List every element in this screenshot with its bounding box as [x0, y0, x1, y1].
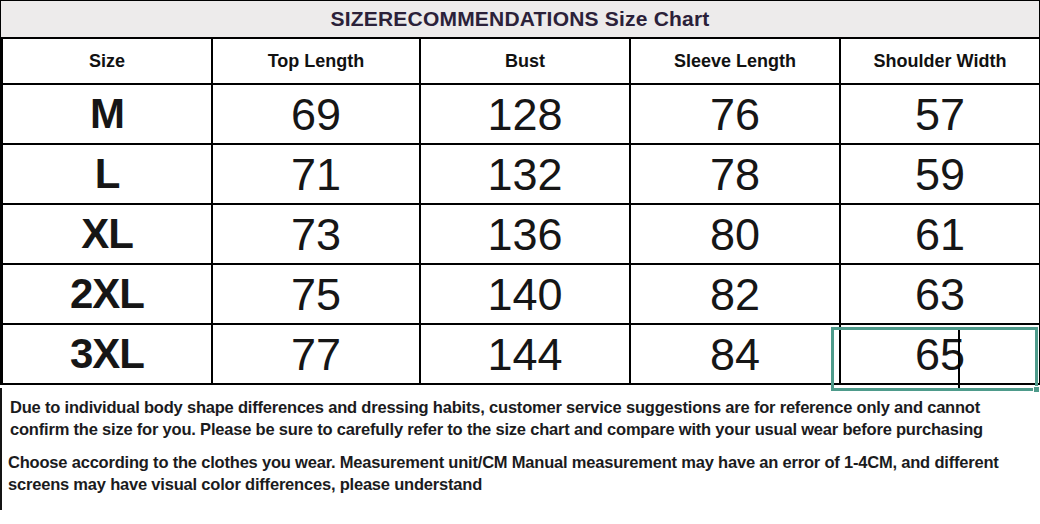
bust-cell: 136 [420, 204, 630, 264]
table-row-m: M 69 128 76 57 [2, 84, 1040, 144]
sleeve-length-cell: 76 [630, 84, 840, 144]
disclaimer-notes: Due to individual body shape differences… [0, 385, 1040, 495]
sleeve-length-cell: 80 [630, 204, 840, 264]
size-cell: 2XL [2, 264, 212, 324]
size-chart-page: SIZERECOMMENDATIONS Size Chart Size Top … [0, 0, 1040, 524]
shoulder-width-cell: 61 [840, 204, 1040, 264]
size-cell: 3XL [2, 324, 212, 384]
bust-cell: 144 [420, 324, 630, 384]
cell-border-artifact-line [958, 330, 960, 388]
chart-title-bar: SIZERECOMMENDATIONS Size Chart [1, 1, 1039, 37]
left-border-artifact-line [0, 388, 2, 510]
header-row: Size Top Length Bust Sleeve Length Shoul… [2, 38, 1040, 84]
size-table: Size Top Length Bust Sleeve Length Shoul… [1, 37, 1040, 385]
sleeve-length-cell: 82 [630, 264, 840, 324]
bust-cell: 140 [420, 264, 630, 324]
size-cell: L [2, 144, 212, 204]
bust-cell: 128 [420, 84, 630, 144]
column-header-top-length: Top Length [212, 38, 420, 84]
column-header-shoulder-width: Shoulder Width [840, 38, 1040, 84]
column-header-sleeve-length: Sleeve Length [630, 38, 840, 84]
chart-title: SIZERECOMMENDATIONS Size Chart [331, 7, 710, 31]
table-row-l: L 71 132 78 59 [2, 144, 1040, 204]
top-length-cell: 75 [212, 264, 420, 324]
note-measurement-error: Choose according to the clothes you wear… [8, 451, 1034, 495]
shoulder-width-cell: 63 [840, 264, 1040, 324]
table-row-xl: XL 73 136 80 61 [2, 204, 1040, 264]
column-header-size: Size [2, 38, 212, 84]
shoulder-width-cell: 57 [840, 84, 1040, 144]
shoulder-width-cell: 59 [840, 144, 1040, 204]
note-size-reference: Due to individual body shape differences… [8, 396, 1034, 440]
size-cell: XL [2, 204, 212, 264]
table-row-3xl: 3XL 77 144 84 65 [2, 324, 1040, 384]
size-chart-panel: SIZERECOMMENDATIONS Size Chart Size Top … [0, 0, 1040, 385]
shoulder-width-cell selected: 65 [840, 324, 1040, 384]
top-length-cell: 73 [212, 204, 420, 264]
size-cell: M [2, 84, 212, 144]
table-row-2xl: 2XL 75 140 82 63 [2, 264, 1040, 324]
top-length-cell: 69 [212, 84, 420, 144]
bust-cell: 132 [420, 144, 630, 204]
sleeve-length-cell: 84 [630, 324, 840, 384]
top-length-cell: 77 [212, 324, 420, 384]
column-header-bust: Bust [420, 38, 630, 84]
sleeve-length-cell: 78 [630, 144, 840, 204]
top-length-cell: 71 [212, 144, 420, 204]
